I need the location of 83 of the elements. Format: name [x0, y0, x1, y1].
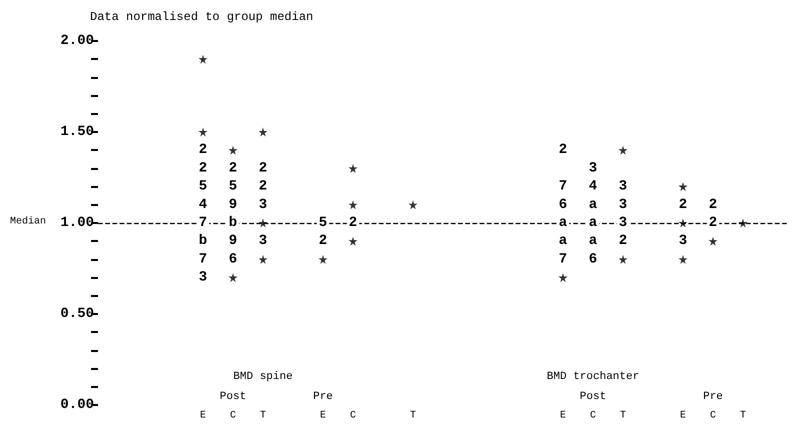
annotation: a [588, 196, 598, 213]
annotation: b [228, 215, 238, 231]
annotation: 3 [198, 270, 208, 286]
point [228, 146, 238, 155]
y-tick-label: 1.00 [60, 215, 94, 231]
annotation: Post [580, 391, 606, 403]
point [258, 254, 268, 264]
annotation: 3 [588, 160, 598, 176]
annotation: 4 [198, 196, 208, 213]
point [348, 236, 358, 246]
annotation: BMD spine [233, 371, 293, 383]
annotation: 3 [618, 215, 628, 231]
annotation: a [558, 215, 568, 231]
x-tick-label: T [740, 410, 746, 422]
annotation: Pre [313, 391, 333, 403]
annotation: 2 [708, 196, 718, 213]
annotation: 5 [228, 178, 238, 195]
annotation: 2 [258, 178, 268, 195]
ref-line-label: Median [10, 216, 46, 228]
x-tick-label: C [590, 410, 596, 422]
annotation: 2 [198, 160, 208, 176]
y-tick-label: 0.50 [60, 306, 94, 322]
point [198, 128, 208, 136]
annotation: 3 [618, 196, 628, 213]
annotation: 2 [198, 142, 208, 158]
x-tick-label: E [320, 410, 326, 422]
point [678, 254, 688, 264]
annotation: 5 [198, 178, 208, 195]
annotation: a [588, 215, 598, 231]
annotation: 7 [198, 215, 208, 231]
annotation: a [588, 233, 598, 250]
annotation: 2 [708, 215, 718, 231]
annotation: 7 [558, 251, 568, 268]
y-tick-label: 1.50 [60, 124, 94, 140]
x-tick-label: E [560, 410, 566, 422]
x-tick-label: C [710, 410, 716, 422]
point [408, 200, 418, 210]
annotation: b [198, 233, 208, 250]
annotation: 7 [558, 178, 568, 195]
annotation: 3 [678, 233, 688, 250]
point [198, 54, 208, 64]
x-tick-label: T [410, 410, 416, 422]
annotation: 9 [228, 233, 238, 250]
annotation: 7 [198, 251, 208, 268]
annotation: 3 [258, 233, 268, 250]
annotation: 2 [318, 233, 328, 250]
point [558, 273, 568, 282]
annotation: 9 [228, 196, 238, 213]
annotation: 2 [348, 215, 358, 231]
x-tick-label: C [230, 410, 236, 422]
annotation: Post [220, 391, 246, 403]
annotation: 5 [318, 215, 328, 231]
x-tick-label: E [200, 410, 206, 422]
annotation: Pre [703, 391, 723, 403]
annotation: 3 [618, 178, 628, 195]
annotation: 6 [228, 251, 238, 268]
x-tick-label: C [350, 410, 356, 422]
annotation: a [558, 233, 568, 250]
annotation: BMD trochanter [546, 371, 640, 383]
annotation: 2 [558, 142, 568, 158]
x-tick-label: T [260, 410, 266, 422]
x-tick-label: E [680, 410, 686, 422]
chart-title: Data normalised to group median [90, 10, 314, 24]
point [618, 146, 628, 155]
annotation: 2 [618, 233, 628, 250]
annotation: 3 [258, 196, 268, 213]
point [678, 182, 688, 192]
y-tick-label: 0.00 [60, 397, 94, 413]
point [258, 128, 268, 136]
point [348, 200, 358, 210]
y-tick-label: 2.00 [60, 33, 94, 49]
annotation: 2 [258, 160, 268, 176]
point [318, 254, 328, 264]
x-tick-label: T [620, 410, 626, 422]
annotation: 2 [678, 196, 688, 213]
annotation: 2 [228, 160, 238, 176]
annotation: 6 [558, 196, 568, 213]
point [228, 273, 238, 282]
annotation: 4 [588, 178, 598, 195]
point [618, 254, 628, 264]
annotation: 6 [588, 251, 598, 268]
point [708, 236, 718, 246]
point [348, 164, 358, 173]
